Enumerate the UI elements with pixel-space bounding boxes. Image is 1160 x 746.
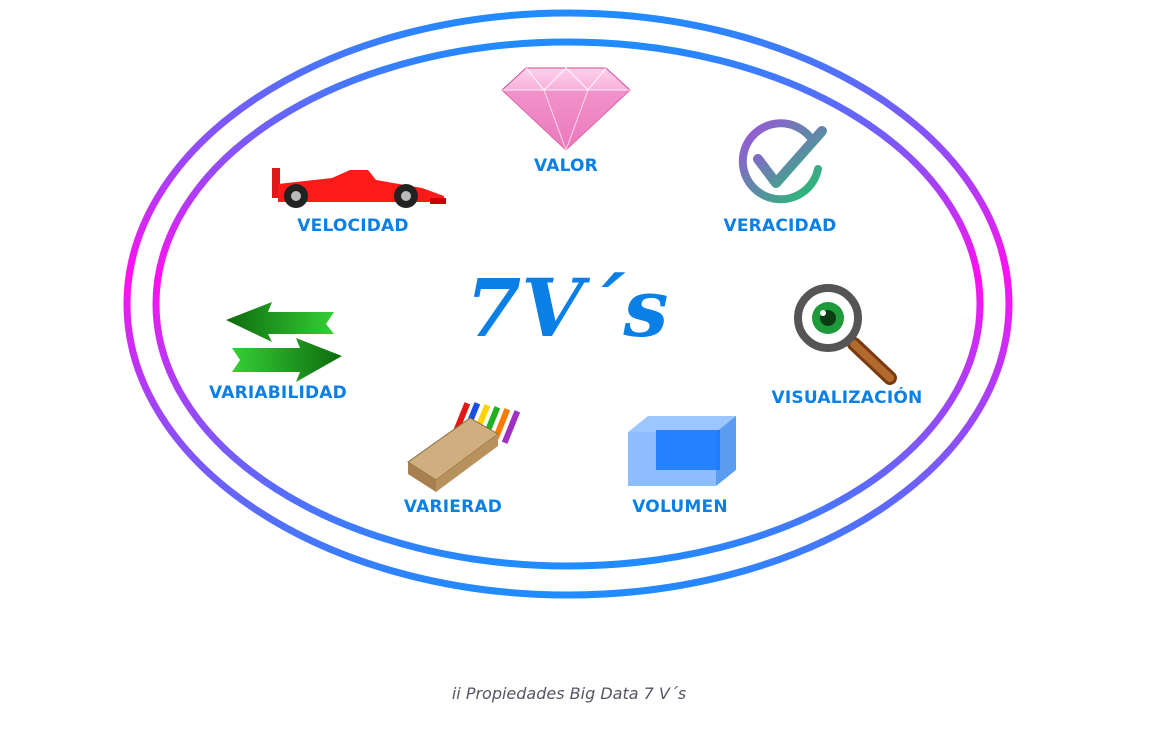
diamond-icon: [501, 67, 631, 151]
inner-ring: [152, 38, 984, 570]
magnifier-eye-icon: [794, 284, 897, 385]
label-visualizacion: VISUALIZACIÓN: [771, 388, 923, 408]
label-variabilidad: VARIABILIDAD: [209, 383, 347, 403]
label-valor: VALOR: [534, 156, 598, 176]
label-veracidad: VERACIDAD: [723, 216, 837, 236]
cube-icon: [628, 416, 736, 486]
race-car-icon: [272, 168, 446, 208]
figure-caption: ii Propiedades Big Data 7 V´s: [451, 684, 687, 703]
outer-ring: [123, 9, 1013, 599]
checkmark-icon: [738, 119, 827, 204]
arrows-exchange-icon: [226, 302, 342, 382]
label-velocidad: VELOCIDAD: [297, 216, 409, 236]
label-varierad: VARIERAD: [403, 497, 503, 517]
center-title: 7V´s: [465, 261, 669, 355]
colored-pencils-icon: [407, 402, 521, 492]
label-volumen: VOLUMEN: [632, 497, 728, 517]
